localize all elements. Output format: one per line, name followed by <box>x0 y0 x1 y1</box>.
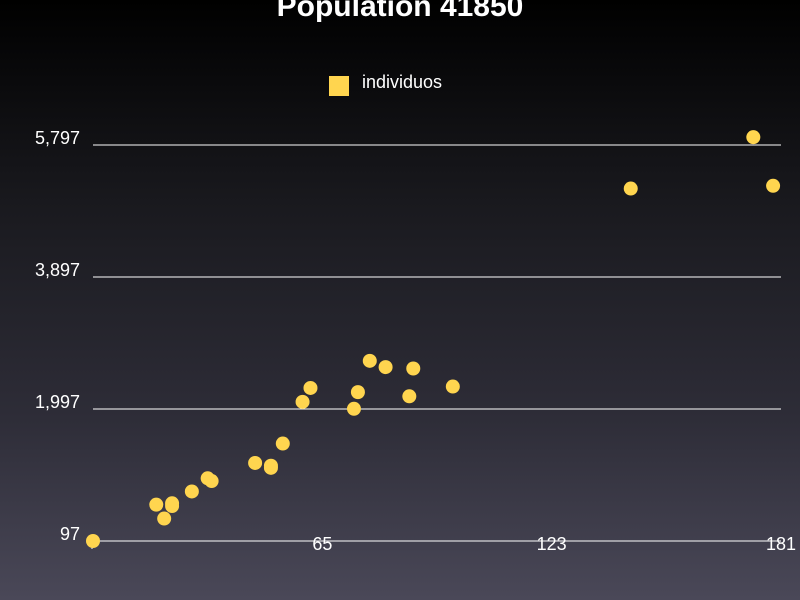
x-tick-label: 181 <box>766 534 796 554</box>
y-tick-labels: 97 1,997 3,897 5,797 <box>35 128 80 544</box>
legend: individuos <box>329 70 443 96</box>
data-point <box>303 380 318 395</box>
y-tick-label: 3,897 <box>35 260 80 280</box>
chart-title: Population 41850 <box>276 0 524 23</box>
data-point <box>766 178 781 193</box>
legend-swatch <box>329 76 349 96</box>
data-point <box>149 497 164 512</box>
data-point <box>184 484 199 499</box>
data-point <box>623 181 638 196</box>
y-tick-label: 5,797 <box>35 128 80 148</box>
data-point <box>263 460 278 475</box>
data-point <box>248 455 263 470</box>
data-point <box>86 534 100 548</box>
data-point <box>406 361 421 376</box>
data-point <box>295 394 310 409</box>
y-tick-label: 1,997 <box>35 392 80 412</box>
data-point <box>445 379 460 394</box>
x-tick-label: 65 <box>312 534 332 554</box>
data-point <box>165 496 180 511</box>
y-tick-label: 97 <box>60 524 80 544</box>
data-point <box>275 436 290 451</box>
data-point <box>746 130 761 145</box>
data-point <box>362 353 377 368</box>
data-point <box>157 511 172 526</box>
x-axis: 65 123 181 <box>91 534 796 554</box>
data-points <box>86 130 781 548</box>
data-point <box>402 389 417 404</box>
data-point <box>350 385 365 400</box>
x-tick-label: 123 <box>537 534 567 554</box>
data-point <box>204 474 219 489</box>
legend-label: individuos <box>362 71 443 92</box>
data-point <box>346 401 361 416</box>
gridlines <box>93 144 781 410</box>
data-point <box>378 360 393 375</box>
